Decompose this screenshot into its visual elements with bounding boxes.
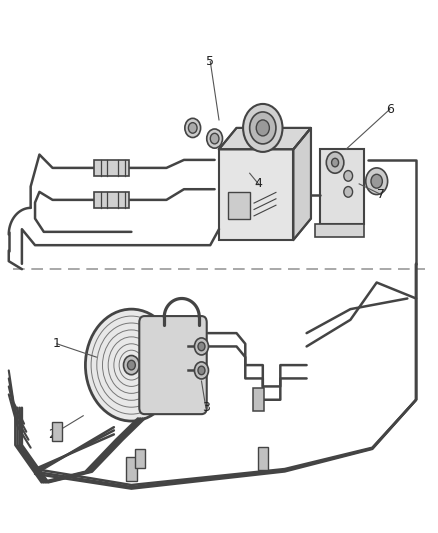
Polygon shape (293, 128, 311, 240)
Text: 2: 2 (49, 428, 57, 441)
Circle shape (207, 129, 223, 148)
FancyBboxPatch shape (139, 316, 207, 414)
Text: 4: 4 (254, 177, 262, 190)
Circle shape (198, 342, 205, 351)
Text: 1: 1 (53, 337, 61, 350)
Text: 7: 7 (377, 188, 385, 201)
Bar (258, 447, 268, 470)
Bar (94, 160, 129, 176)
Circle shape (243, 104, 283, 152)
Bar (219, 149, 293, 240)
Circle shape (198, 366, 205, 375)
Bar (135, 449, 145, 468)
Bar (94, 192, 129, 208)
Circle shape (326, 152, 344, 173)
Bar (320, 149, 364, 224)
Circle shape (371, 174, 382, 188)
Circle shape (344, 187, 353, 197)
Bar (52, 422, 62, 441)
Circle shape (124, 356, 139, 375)
Circle shape (188, 123, 197, 133)
Text: 3: 3 (202, 401, 210, 414)
Circle shape (210, 133, 219, 144)
Text: 5: 5 (206, 55, 214, 68)
Circle shape (185, 118, 201, 138)
Circle shape (250, 112, 276, 144)
Bar (228, 192, 250, 219)
Bar (126, 457, 137, 481)
Circle shape (194, 362, 208, 379)
Circle shape (127, 360, 135, 370)
Circle shape (332, 158, 339, 167)
Circle shape (344, 171, 353, 181)
Circle shape (366, 168, 388, 195)
Polygon shape (219, 128, 311, 149)
Bar (315, 224, 364, 237)
Circle shape (85, 309, 177, 421)
Circle shape (256, 120, 269, 136)
Bar (253, 388, 264, 411)
Text: 6: 6 (386, 103, 394, 116)
Circle shape (194, 338, 208, 355)
